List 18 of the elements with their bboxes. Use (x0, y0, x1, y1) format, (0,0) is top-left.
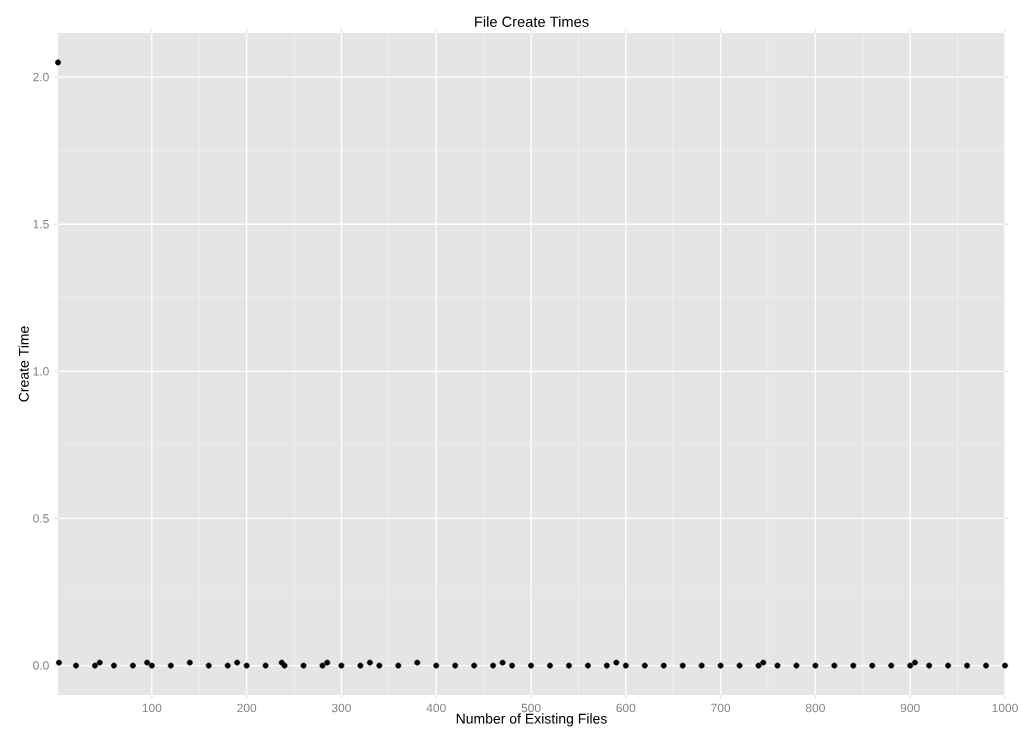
y-tick-label: 1.0 (33, 367, 49, 376)
chart-title: File Create Times (475, 16, 589, 27)
y-tick-label: 1.5 (33, 220, 49, 229)
y-axis-title: Create Time (18, 326, 29, 402)
x-tick-label: 600 (616, 703, 636, 713)
y-tick-label: 0.5 (33, 514, 49, 523)
x-axis-title: Number of Existing Files (456, 713, 607, 727)
x-tick-label: 1000 (992, 703, 1018, 713)
y-tick-label: 2.0 (33, 72, 49, 82)
x-tick-label: 300 (331, 703, 351, 713)
x-tick-label: 800 (805, 703, 825, 713)
x-tick-label: 900 (900, 703, 920, 713)
x-tick-label: 500 (521, 703, 541, 713)
x-tick-label: 700 (711, 703, 731, 713)
x-tick-label: 200 (237, 703, 257, 713)
x-tick-label: 100 (142, 703, 162, 713)
y-tick-label: 0.0 (33, 661, 49, 670)
x-tick-label: 400 (426, 703, 446, 713)
